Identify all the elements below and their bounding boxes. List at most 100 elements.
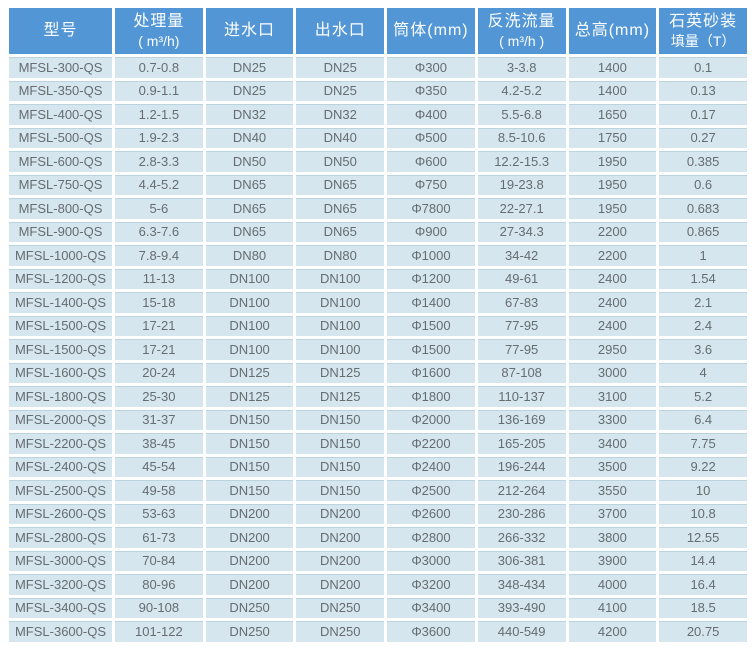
cell-model: MFSL-300-QS — [9, 57, 112, 78]
table-row: MFSL-2600-QS 53-63 DN200 DN200 Φ2600 230-286 3… — [9, 503, 747, 524]
table-row: MFSL-1000-QS 7.8-9.4 DN80 DN80 Φ1000 34-42 220… — [9, 245, 747, 266]
cell-model: MFSL-3000-QS — [9, 550, 112, 571]
table-row: MFSL-3400-QS 90-108 DN250 DN250 Φ3400 393-490… — [9, 597, 747, 618]
cell-backwash: 230-286 — [477, 503, 566, 524]
cell-capacity: 20-24 — [115, 362, 203, 383]
col-header-model: 型号 — [9, 8, 112, 54]
cell-backwash: 348-434 — [477, 574, 566, 595]
cell-inlet: DN200 — [205, 503, 294, 524]
cell-cylinder: Φ1500 — [387, 315, 475, 336]
cell-outlet: DN200 — [296, 527, 385, 548]
cell-inlet: DN65 — [205, 198, 294, 219]
table-row: MFSL-400-QS 1.2-1.5 DN32 DN32 Φ400 5.5-6.8 165… — [9, 104, 747, 125]
cell-backwash: 77-95 — [477, 315, 566, 336]
cell-model: MFSL-750-QS — [9, 174, 112, 195]
header-label: 反洗流量 — [487, 12, 556, 30]
cell-outlet: DN150 — [296, 456, 385, 477]
cell-backwash: 165-205 — [477, 433, 566, 454]
cell-capacity: 25-30 — [115, 386, 203, 407]
cell-cylinder: Φ350 — [387, 80, 475, 101]
cell-inlet: DN25 — [205, 57, 294, 78]
table-row: MFSL-1400-QS 15-18 DN100 DN100 Φ1400 67-83 240… — [9, 292, 747, 313]
cell-inlet: DN150 — [205, 409, 294, 430]
cell-sand: 1.54 — [659, 268, 747, 289]
cell-cylinder: Φ3000 — [387, 550, 475, 571]
cell-outlet: DN65 — [296, 198, 385, 219]
cell-model: MFSL-600-QS — [9, 151, 112, 172]
table-row: MFSL-3600-QS 101-122 DN250 DN250 Φ3600 440-54… — [9, 621, 747, 642]
cell-sand: 0.1 — [659, 57, 747, 78]
cell-capacity: 17-21 — [115, 339, 203, 360]
cell-height: 3000 — [568, 362, 657, 383]
cell-height: 4100 — [568, 597, 657, 618]
cell-outlet: DN200 — [296, 574, 385, 595]
cell-backwash: 87-108 — [477, 362, 566, 383]
cell-capacity: 1.2-1.5 — [115, 104, 203, 125]
cell-backwash: 5.5-6.8 — [477, 104, 566, 125]
cell-height: 1950 — [568, 198, 657, 219]
cell-sand: 16.4 — [659, 574, 747, 595]
cell-inlet: DN32 — [205, 104, 294, 125]
cell-capacity: 4.4-5.2 — [115, 174, 203, 195]
cell-cylinder: Φ2600 — [387, 503, 475, 524]
cell-outlet: DN32 — [296, 104, 385, 125]
header-label: 出水口 — [314, 21, 366, 39]
cell-sand: 10 — [659, 480, 747, 501]
cell-sand: 12.55 — [659, 527, 747, 548]
table-row: MFSL-1500-QS 17-21 DN100 DN100 Φ1500 77-95 240… — [9, 315, 747, 336]
cell-outlet: DN125 — [296, 386, 385, 407]
cell-capacity: 11-13 — [115, 268, 203, 289]
cell-model: MFSL-400-QS — [9, 104, 112, 125]
cell-outlet: DN150 — [296, 409, 385, 430]
cell-backwash: 49-61 — [477, 268, 566, 289]
cell-capacity: 90-108 — [115, 597, 203, 618]
table-row: MFSL-2800-QS 61-73 DN200 DN200 Φ2800 266-332 3… — [9, 527, 747, 548]
cell-capacity: 7.8-9.4 — [115, 245, 203, 266]
cell-sand: 0.385 — [659, 151, 747, 172]
cell-model: MFSL-2000-QS — [9, 409, 112, 430]
table-row: MFSL-750-QS 4.4-5.2 DN65 DN65 Φ750 19-23.8 195… — [9, 174, 747, 195]
cell-outlet: DN100 — [296, 292, 385, 313]
cell-model: MFSL-1800-QS — [9, 386, 112, 407]
table-row: MFSL-1600-QS 20-24 DN125 DN125 Φ1600 87-108 30… — [9, 362, 747, 383]
col-header-height: 总高(mm) — [568, 8, 657, 54]
cell-model: MFSL-2600-QS — [9, 503, 112, 524]
cell-model: MFSL-1500-QS — [9, 315, 112, 336]
cell-backwash: 34-42 — [477, 245, 566, 266]
cell-backwash: 8.5-10.6 — [477, 127, 566, 148]
cell-inlet: DN150 — [205, 433, 294, 454]
cell-cylinder: Φ500 — [387, 127, 475, 148]
cell-inlet: DN65 — [205, 221, 294, 242]
col-header-capacity: 处理量 ( m³/h) — [115, 8, 203, 54]
header-sublabel: ( m³/h ) — [499, 33, 545, 50]
cell-model: MFSL-2200-QS — [9, 433, 112, 454]
cell-capacity: 80-96 — [115, 574, 203, 595]
cell-capacity: 53-63 — [115, 503, 203, 524]
cell-sand: 2.4 — [659, 315, 747, 336]
cell-cylinder: Φ1000 — [387, 245, 475, 266]
cell-inlet: DN250 — [205, 597, 294, 618]
cell-model: MFSL-1600-QS — [9, 362, 112, 383]
header-label: 石英砂装 — [669, 12, 738, 30]
table-row: MFSL-1200-QS 11-13 DN100 DN100 Φ1200 49-61 240… — [9, 268, 747, 289]
cell-inlet: DN200 — [205, 550, 294, 571]
cell-model: MFSL-2800-QS — [9, 527, 112, 548]
cell-cylinder: Φ2200 — [387, 433, 475, 454]
table-row: MFSL-3200-QS 80-96 DN200 DN200 Φ3200 348-434 4… — [9, 574, 747, 595]
cell-outlet: DN25 — [296, 80, 385, 101]
cell-cylinder: Φ2500 — [387, 480, 475, 501]
col-header-cylinder: 筒体(mm) — [387, 8, 475, 54]
cell-capacity: 15-18 — [115, 292, 203, 313]
cell-inlet: DN25 — [205, 80, 294, 101]
cell-inlet: DN100 — [205, 292, 294, 313]
cell-height: 2200 — [568, 245, 657, 266]
cell-height: 1650 — [568, 104, 657, 125]
cell-model: MFSL-3600-QS — [9, 621, 112, 642]
table-row: MFSL-1800-QS 25-30 DN125 DN125 Φ1800 110-137 3… — [9, 386, 747, 407]
cell-height: 1950 — [568, 174, 657, 195]
cell-inlet: DN50 — [205, 151, 294, 172]
header-sublabel: 填量（T） — [670, 33, 736, 50]
cell-sand: 0.27 — [659, 127, 747, 148]
cell-inlet: DN100 — [205, 268, 294, 289]
cell-sand: 14.4 — [659, 550, 747, 571]
